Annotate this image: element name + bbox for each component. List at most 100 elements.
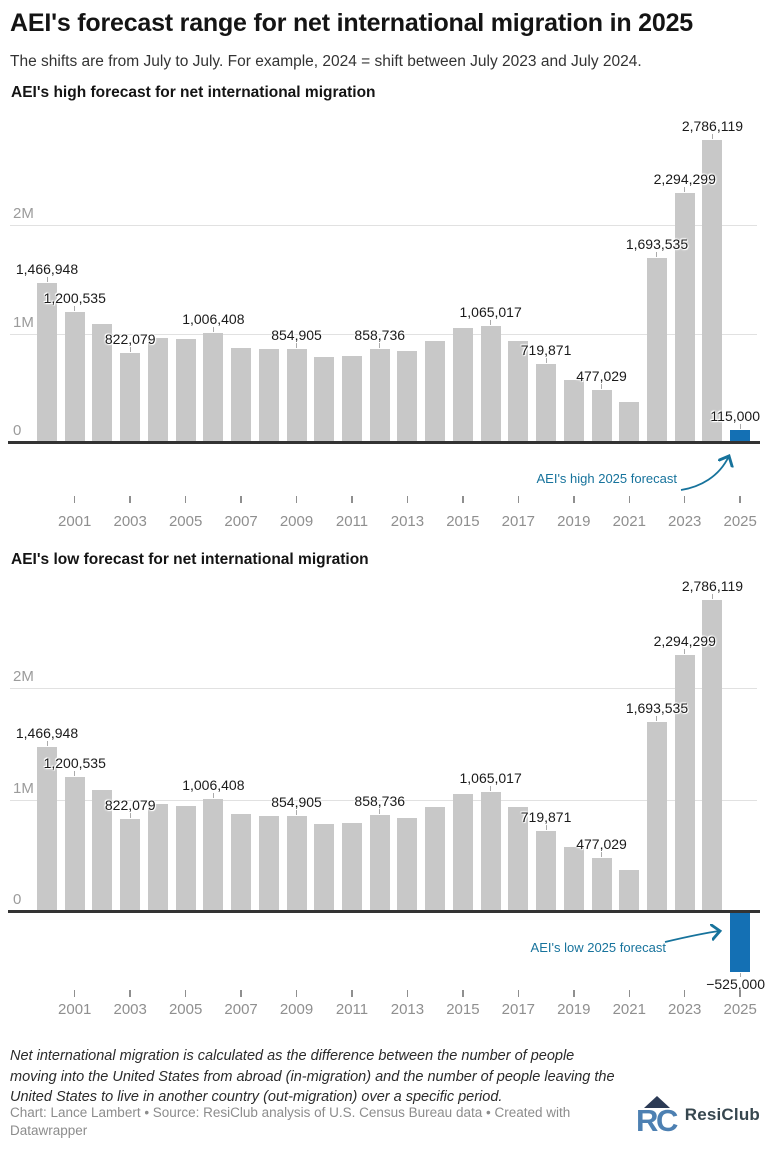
y-axis-label-low-1M: 1M (13, 779, 34, 797)
x-axis-label-high-2001: 2001 (58, 513, 92, 530)
bar-high-2017 (508, 341, 529, 442)
x-axis-label-high-2025: 2025 (723, 513, 757, 530)
x-axis-label-high-2021: 2021 (612, 513, 646, 530)
data-label-high-2018: 719,871 (520, 341, 572, 358)
data-label-tick-low-2009 (296, 809, 298, 815)
bar-low-2020 (591, 857, 612, 911)
bar-high-2021 (619, 401, 640, 442)
bar-low-2013 (397, 817, 418, 911)
bar-low-2015 (452, 793, 473, 911)
credit-line-text: Chart: Lance Lambert • Source: ResiClub … (10, 1105, 571, 1120)
page-title: AEI's forecast range for net internation… (10, 9, 693, 37)
footnote-line: moving into the United States from abroa… (10, 1068, 615, 1085)
gridline-low-2M (10, 688, 757, 689)
gridline-high-1M (10, 333, 757, 335)
data-label-low-2016: 1,065,017 (459, 770, 522, 787)
data-label-high-2000: 1,466,948 (15, 260, 79, 277)
x-axis-label-low-2013: 2013 (390, 1001, 425, 1018)
bar-low-2009 (286, 815, 307, 911)
x-axis-tick-low-2011 (351, 990, 353, 997)
x-axis-baseline-low (8, 910, 760, 913)
x-axis-tick-high-2021 (628, 496, 631, 503)
x-axis-label-low-2007: 2007 (224, 1001, 258, 1018)
page-subtitle: The shifts are from July to July. For ex… (10, 53, 642, 70)
bar-low-2025 (730, 913, 751, 972)
resiclub-logo: R C ResiClub (635, 1095, 760, 1135)
annotation-arrow-high-icon (680, 448, 740, 491)
x-axis-label-low-2025: 2025 (723, 1001, 757, 1018)
data-label-tick-low-2001 (74, 771, 76, 777)
x-axis-tick-high-2025 (739, 496, 741, 503)
gridline-low-1M (10, 799, 757, 801)
y-axis-label-high-1M: 1M (13, 313, 34, 331)
data-label-tick-high-2020 (601, 384, 603, 390)
bar-low-2018 (536, 830, 557, 911)
x-axis-label-low-2023: 2023 (668, 1001, 702, 1018)
x-axis-label-low-2015: 2015 (446, 1001, 480, 1018)
svg-text:C: C (656, 1103, 678, 1135)
data-label-tick-low-2025 (739, 972, 741, 977)
bar-high-2022 (646, 258, 667, 442)
x-axis-label-low-2005: 2005 (168, 1001, 203, 1018)
data-label-high-2012: 858,736 (354, 326, 406, 343)
bar-high-2009 (286, 349, 307, 442)
data-label-high-2001: 1,200,535 (43, 289, 106, 306)
data-label-tick-low-2006 (212, 792, 214, 798)
resiclub-logo-icon: R C (636, 1096, 678, 1135)
x-axis-label-low-2017: 2017 (501, 1001, 536, 1018)
data-label-high-2009: 854,905 (271, 327, 322, 344)
data-label-low-2018: 719,871 (520, 808, 572, 825)
x-axis-tick-high-2015 (462, 496, 464, 503)
bar-low-2007 (231, 813, 252, 911)
data-label-tick-high-2003 (129, 346, 131, 352)
bar-high-2002 (92, 324, 113, 442)
data-label-low-2022: 1,693,535 (625, 700, 689, 717)
data-label-tick-low-2020 (601, 851, 603, 857)
x-axis-label-high-2017: 2017 (501, 513, 536, 530)
x-axis-label-high-2003: 2003 (113, 513, 147, 530)
x-axis-tick-high-2009 (295, 496, 298, 503)
bar-high-2001 (64, 311, 85, 442)
x-axis-tick-high-2023 (683, 496, 686, 503)
x-axis-label-low-2011: 2011 (335, 1001, 369, 1018)
x-axis-tick-low-2017 (517, 990, 520, 997)
bar-high-2015 (452, 328, 473, 442)
bar-low-2021 (619, 869, 640, 911)
data-label-high-2022: 1,693,535 (625, 236, 689, 253)
bar-low-2005 (175, 805, 196, 911)
x-axis-tick-low-2023 (683, 990, 686, 997)
chart-low-title: AEI's low forecast for net international… (11, 551, 369, 568)
data-label-high-2020: 477,029 (576, 368, 627, 385)
bar-low-2016 (480, 792, 501, 911)
data-label-low-2023: 2,294,299 (653, 633, 716, 650)
x-axis-tick-low-2007 (240, 990, 242, 997)
data-label-tick-low-2018 (545, 824, 547, 830)
bar-high-2024 (702, 139, 723, 442)
x-axis-label-high-2013: 2013 (390, 513, 425, 530)
data-label-high-2025: 115,000 (710, 407, 760, 424)
bar-high-2012 (369, 348, 390, 442)
x-axis-label-low-2021: 2021 (612, 1001, 646, 1018)
data-label-tick-low-2016 (490, 786, 492, 792)
data-label-high-2023: 2,294,299 (653, 171, 716, 188)
data-label-tick-high-2018 (545, 357, 547, 363)
data-label-tick-low-2023 (684, 649, 686, 655)
data-label-low-2024: 2,786,119 (681, 578, 744, 595)
data-label-tick-high-2012 (379, 342, 381, 348)
bar-high-2016 (480, 326, 501, 442)
data-label-tick-low-2022 (656, 716, 658, 722)
x-axis-tick-high-2017 (517, 496, 520, 503)
x-axis-tick-low-2021 (628, 990, 631, 997)
bar-low-2019 (563, 847, 584, 911)
footnote-line: Net international migration is calculate… (10, 1048, 575, 1064)
bar-high-2007 (231, 347, 252, 442)
bar-low-2003 (120, 819, 141, 911)
data-label-tick-high-2024 (711, 133, 713, 139)
y-axis-label-high-2M: 2M (13, 205, 34, 222)
data-label-tick-high-2025 (739, 423, 741, 429)
bar-low-2024 (702, 600, 723, 911)
y-axis-label-high-0: 0 (13, 422, 22, 439)
bar-high-2006 (203, 332, 224, 442)
bar-high-2013 (397, 351, 418, 442)
x-axis-label-high-2009: 2009 (279, 513, 314, 530)
